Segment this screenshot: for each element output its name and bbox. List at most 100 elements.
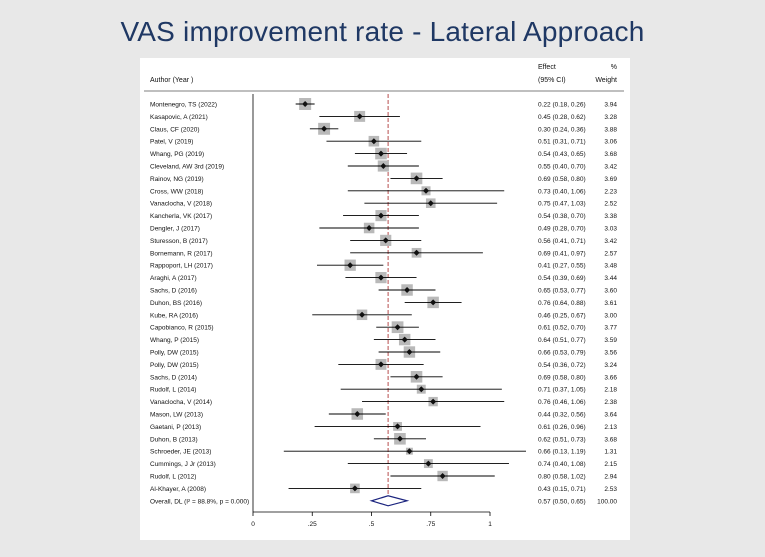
point-estimate: [356, 113, 363, 120]
point-estimate: [351, 485, 358, 492]
overall-ci-text: 0.57 (0.50, 0.65): [538, 498, 586, 505]
study-label: Cross, WW (2018): [150, 188, 203, 195]
point-estimate: [439, 473, 446, 479]
study-label: Claus, CF (2020): [150, 126, 200, 133]
study-label: Polly, DW (2015): [150, 350, 199, 357]
study-label: Cleveland, AW 3rd (2019): [150, 164, 224, 171]
study-label: Patel, V (2019): [150, 139, 193, 146]
point-estimate: [427, 200, 434, 207]
slide-title: VAS improvement rate - Lateral Approach: [120, 16, 645, 47]
study-weight: 3.77: [604, 325, 617, 332]
point-estimate: [377, 274, 384, 281]
study-ci-text: 0.64 (0.51, 0.77): [538, 337, 586, 344]
study-label: Rappoport, LH (2017): [150, 263, 213, 270]
header-weight-percent: %: [611, 64, 617, 71]
overall-diamond: [369, 495, 410, 507]
study-label: Vanaclocha, V (2018): [150, 201, 212, 208]
x-tick-label: 1: [488, 521, 492, 528]
x-tick-label: 0: [251, 521, 255, 528]
study-ci-text: 0.46 (0.25, 0.67): [538, 312, 586, 319]
study-ci-text: 0.49 (0.28, 0.70): [538, 226, 586, 233]
study-ci-text: 0.65 (0.53, 0.77): [538, 288, 586, 295]
study-ci-text: 0.54 (0.36, 0.72): [538, 362, 586, 369]
study-label: Vanaclocha, V (2014): [150, 399, 212, 406]
study-weight: 2.57: [604, 250, 617, 257]
point-estimate: [366, 225, 373, 231]
study-ci-text: 0.62 (0.51, 0.73): [538, 436, 586, 443]
study-weight: 3.66: [604, 374, 617, 381]
point-estimate: [377, 150, 384, 157]
point-estimate: [394, 324, 401, 331]
point-estimate: [347, 262, 354, 269]
study-weight: 3.00: [604, 312, 617, 319]
header-weight: Weight: [595, 77, 617, 84]
study-label: Araghi, A (2017): [150, 275, 197, 282]
study-label: Cummings, J Jr (2013): [150, 461, 216, 468]
study-weight: 3.56: [604, 350, 617, 357]
overall-label: Overall, DL (I² = 88.8%, p = 0.000): [150, 498, 249, 505]
study-weight: 2.15: [604, 461, 617, 468]
point-estimate: [418, 386, 425, 393]
study-label: Mason, LW (2013): [150, 412, 203, 419]
point-estimate: [302, 101, 309, 107]
study-label: Montenegro, TS (2022): [150, 102, 217, 109]
study-weight: 3.24: [604, 362, 617, 369]
study-ci-text: 0.69 (0.41, 0.97): [538, 250, 586, 257]
study-ci-text: 0.56 (0.41, 0.71): [538, 238, 586, 245]
study-weight: 2.52: [604, 201, 617, 208]
study-ci-text: 0.71 (0.37, 1.05): [538, 387, 586, 394]
study-weight: 3.60: [604, 288, 617, 295]
study-label: Capobianco, R (2015): [150, 325, 214, 332]
point-estimate: [425, 460, 432, 467]
study-label: Sturesson, B (2017): [150, 238, 208, 245]
point-estimate: [377, 361, 384, 368]
study-weight: 1.31: [604, 449, 617, 456]
study-label: Al-Khayer, A (2008): [150, 486, 206, 493]
point-estimate: [380, 163, 387, 169]
point-estimate: [394, 423, 401, 430]
study-ci-text: 0.51 (0.31, 0.71): [538, 139, 586, 146]
study-weight: 3.42: [604, 164, 617, 171]
study-weight: 2.23: [604, 188, 617, 195]
point-estimate: [359, 311, 366, 318]
study-weight: 3.68: [604, 151, 617, 158]
study-label: Gaetani, P (2013): [150, 424, 201, 431]
study-label: Sachs, D (2014): [150, 374, 197, 381]
study-label: Whang, P (2015): [150, 337, 199, 344]
study-weight: 3.64: [604, 412, 617, 419]
study-ci-text: 0.69 (0.58, 0.80): [538, 374, 586, 381]
study-ci-text: 0.61 (0.52, 0.70): [538, 325, 586, 332]
study-ci-text: 0.80 (0.58, 1.02): [538, 474, 586, 481]
x-tick-label: .5: [369, 521, 375, 528]
point-estimate: [413, 175, 420, 182]
study-weight: 2.18: [604, 387, 617, 394]
study-ci-text: 0.75 (0.47, 1.03): [538, 201, 586, 208]
point-estimate: [413, 373, 420, 380]
study-weight: 3.06: [604, 139, 617, 146]
study-ci-text: 0.54 (0.38, 0.70): [538, 213, 586, 220]
study-ci-text: 0.30 (0.24, 0.36): [538, 126, 586, 133]
study-weight: 3.61: [604, 300, 617, 307]
rows-layer: Montenegro, TS (2022) 0.22 (0.18, 0.26) 3.…: [150, 102, 617, 506]
study-ci-text: 0.74 (0.40, 1.08): [538, 461, 586, 468]
study-ci-text: 0.44 (0.32, 0.56): [538, 412, 586, 419]
study-label: Bornemann, R (2017): [150, 250, 213, 257]
header-ci: (95% CI): [538, 77, 566, 84]
study-label: Kube, RA (2016): [150, 312, 198, 319]
study-ci-text: 0.66 (0.53, 0.79): [538, 350, 586, 357]
study-label: Rudolf, L (2014): [150, 387, 196, 394]
point-estimate: [321, 125, 328, 132]
study-weight: 3.44: [604, 275, 617, 282]
study-label: Schroeder, JE (2013): [150, 449, 211, 456]
study-label: Rainov, NG (2019): [150, 176, 204, 183]
forest-plot-panel: Author (Year ) Effect (95% CI) % Weight …: [140, 58, 630, 540]
point-estimate: [354, 411, 361, 417]
header-effect: Effect: [538, 64, 556, 71]
study-ci-text: 0.66 (0.13, 1.19): [538, 449, 586, 456]
study-ci-text: 0.76 (0.64, 0.88): [538, 300, 586, 307]
point-estimate: [401, 336, 408, 343]
study-label: Kasapovic, A (2021): [150, 114, 208, 121]
study-weight: 3.59: [604, 337, 617, 344]
study-label: Duhon, BS (2016): [150, 300, 202, 307]
